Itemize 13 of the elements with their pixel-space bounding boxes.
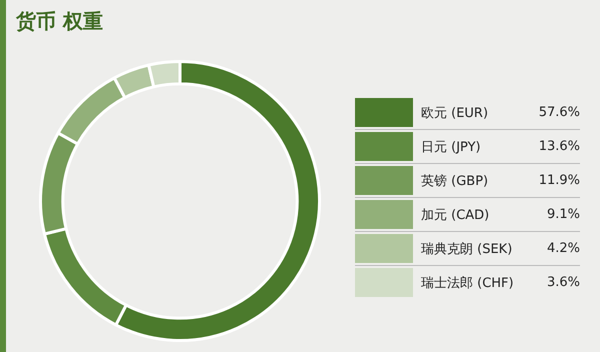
data-label: 9.1% (546, 207, 580, 222)
legend-label: 英镑 (GBP) (421, 172, 490, 190)
data-label: 57.6% (538, 105, 580, 120)
data-label: 13.6% (538, 139, 580, 154)
legend-label: 日元 (JPY) (421, 138, 482, 156)
legend-label: 瑞士法郎 (CHF) (421, 274, 515, 292)
data-label: 11.9% (538, 173, 580, 188)
legend-label: 欧元 (EUR) (421, 104, 490, 122)
data-label: 3.6% (546, 275, 580, 290)
data-label: 4.2% (546, 241, 580, 256)
legend-label: 加元 (CAD) (421, 206, 490, 224)
chart-title: 货币 权重 (16, 8, 103, 35)
legend-label: 瑞典克朗 (SEK) (421, 240, 514, 258)
